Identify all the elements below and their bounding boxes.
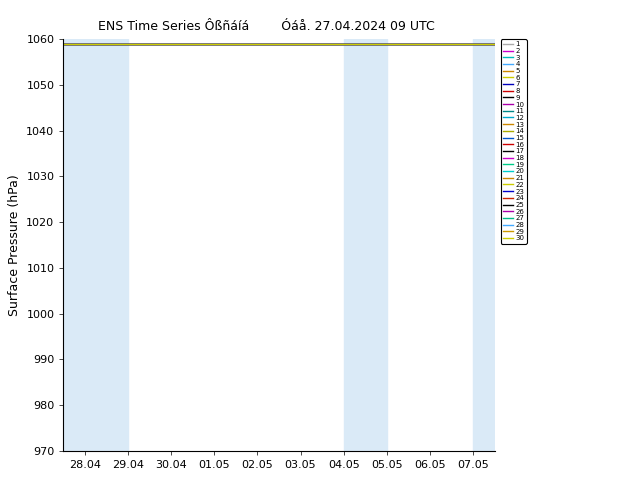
Y-axis label: Surface Pressure (hPa): Surface Pressure (hPa)	[8, 174, 21, 316]
Bar	[473, 39, 495, 451]
Bar	[344, 39, 387, 451]
Bar	[63, 39, 128, 451]
Legend: 1, 2, 3, 4, 5, 6, 7, 8, 9, 10, 11, 12, 13, 14, 15, 16, 17, 18, 19, 20, 21, 22, 2: 1, 2, 3, 4, 5, 6, 7, 8, 9, 10, 11, 12, 1…	[501, 39, 526, 244]
Text: ENS Time Series Ôßñáíá        Óáå. 27.04.2024 09 UTC: ENS Time Series Ôßñáíá Óáå. 27.04.2024 0…	[98, 20, 435, 33]
